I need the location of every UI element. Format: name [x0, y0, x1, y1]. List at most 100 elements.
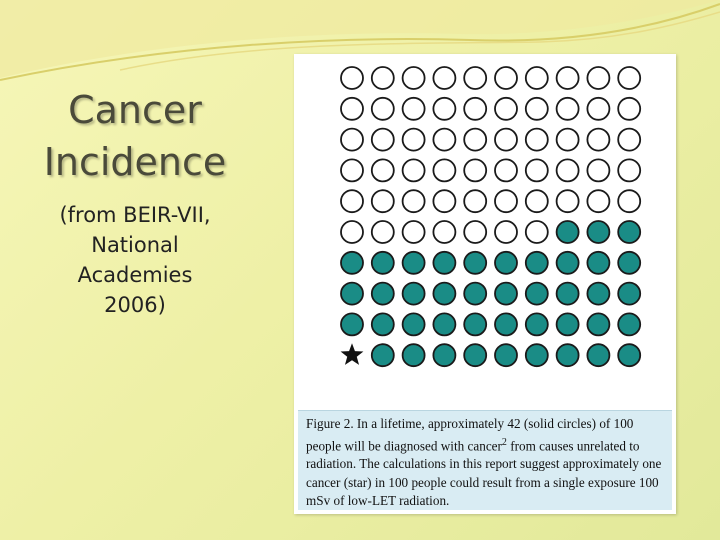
open-circle-icon	[463, 96, 488, 121]
open-circle-icon	[401, 189, 426, 214]
open-circle-icon	[432, 96, 457, 121]
open-circle-icon	[401, 158, 426, 183]
people-dot-grid	[340, 66, 642, 368]
open-circle-icon	[494, 66, 518, 90]
solid-circle-icon	[524, 250, 549, 275]
open-circle-icon	[463, 220, 488, 244]
solid-circle-icon	[432, 250, 457, 275]
solid-circle-icon	[370, 312, 395, 337]
open-circle-icon	[524, 66, 549, 90]
open-circle-icon	[432, 66, 457, 90]
open-circle-icon	[340, 96, 364, 121]
open-circle-icon	[494, 189, 518, 214]
open-circle-icon	[463, 158, 488, 183]
solid-circle-icon	[617, 250, 642, 275]
open-circle-icon	[586, 127, 611, 152]
open-circle-icon	[463, 66, 488, 90]
open-circle-icon	[524, 96, 549, 121]
open-circle-icon	[617, 158, 642, 183]
decorative-swoosh	[0, 0, 720, 81]
figure-caption: Figure 2. In a lifetime, approximately 4…	[298, 410, 672, 510]
figure-panel: Figure 2. In a lifetime, approximately 4…	[294, 54, 676, 514]
open-circle-icon	[617, 66, 642, 90]
solid-circle-icon	[370, 250, 395, 275]
open-circle-icon	[340, 127, 364, 152]
open-circle-icon	[524, 189, 549, 214]
solid-circle-icon	[586, 343, 611, 368]
solid-circle-icon	[494, 312, 518, 337]
open-circle-icon	[555, 158, 580, 183]
open-circle-icon	[586, 66, 611, 90]
solid-circle-icon	[617, 312, 642, 337]
title-line-2: Incidence	[43, 140, 227, 184]
solid-circle-icon	[617, 281, 642, 306]
slide-subtitle: (from BEIR-VII, National Academies 2006)	[22, 200, 248, 320]
open-circle-icon	[586, 158, 611, 183]
slide-title: Cancer Incidence	[20, 84, 250, 188]
solid-circle-icon	[555, 312, 580, 337]
solid-circle-icon	[586, 220, 611, 244]
open-circle-icon	[401, 96, 426, 121]
subtitle-line-1: (from BEIR-VII,	[59, 203, 211, 227]
solid-circle-icon	[524, 312, 549, 337]
open-circle-icon	[370, 127, 395, 152]
solid-circle-icon	[524, 281, 549, 306]
solid-circle-icon	[340, 250, 364, 275]
title-line-1: Cancer	[68, 88, 202, 132]
open-circle-icon	[432, 127, 457, 152]
subtitle-line-3: Academies	[77, 263, 193, 287]
open-circle-icon	[401, 220, 426, 244]
star-icon	[340, 343, 364, 365]
solid-circle-icon	[463, 312, 488, 337]
solid-circle-icon	[401, 343, 426, 368]
open-circle-icon	[494, 158, 518, 183]
open-circle-icon	[494, 96, 518, 121]
solid-circle-icon	[586, 250, 611, 275]
open-circle-icon	[432, 220, 457, 244]
open-circle-icon	[586, 96, 611, 121]
open-circle-icon	[524, 158, 549, 183]
caption-text-rest: from causes unrelated to radiation. The …	[306, 437, 662, 509]
solid-circle-icon	[586, 312, 611, 337]
solid-circle-icon	[555, 220, 580, 244]
open-circle-icon	[617, 127, 642, 152]
solid-circle-icon	[370, 281, 395, 306]
solid-circle-icon	[432, 343, 457, 368]
solid-circle-icon	[617, 343, 642, 368]
open-circle-icon	[340, 158, 364, 183]
open-circle-icon	[524, 220, 549, 244]
open-circle-icon	[524, 127, 549, 152]
open-circle-icon	[555, 127, 580, 152]
solid-circle-icon	[432, 312, 457, 337]
open-circle-icon	[555, 189, 580, 214]
solid-circle-icon	[524, 343, 549, 368]
open-circle-icon	[617, 96, 642, 121]
open-circle-icon	[370, 66, 395, 90]
open-circle-icon	[432, 189, 457, 214]
subtitle-line-4: 2006)	[104, 293, 166, 317]
solid-circle-icon	[555, 250, 580, 275]
open-circle-icon	[586, 189, 611, 214]
open-circle-icon	[340, 220, 364, 244]
solid-circle-icon	[401, 312, 426, 337]
open-circle-icon	[463, 189, 488, 214]
open-circle-icon	[432, 158, 457, 183]
subtitle-line-2: National	[91, 233, 179, 257]
solid-circle-icon	[432, 281, 457, 306]
solid-circle-icon	[555, 281, 580, 306]
solid-circle-icon	[494, 250, 518, 275]
caption-text-main: Figure 2. In a lifetime, approximately 4…	[306, 416, 634, 453]
open-circle-icon	[401, 127, 426, 152]
open-circle-icon	[555, 66, 580, 90]
open-circle-icon	[340, 189, 364, 214]
open-circle-icon	[463, 127, 488, 152]
open-circle-icon	[370, 220, 395, 244]
open-circle-icon	[370, 189, 395, 214]
solid-circle-icon	[555, 343, 580, 368]
open-circle-icon	[617, 189, 642, 214]
solid-circle-icon	[463, 343, 488, 368]
solid-circle-icon	[463, 250, 488, 275]
open-circle-icon	[401, 66, 426, 90]
open-circle-icon	[494, 127, 518, 152]
solid-circle-icon	[617, 220, 642, 244]
